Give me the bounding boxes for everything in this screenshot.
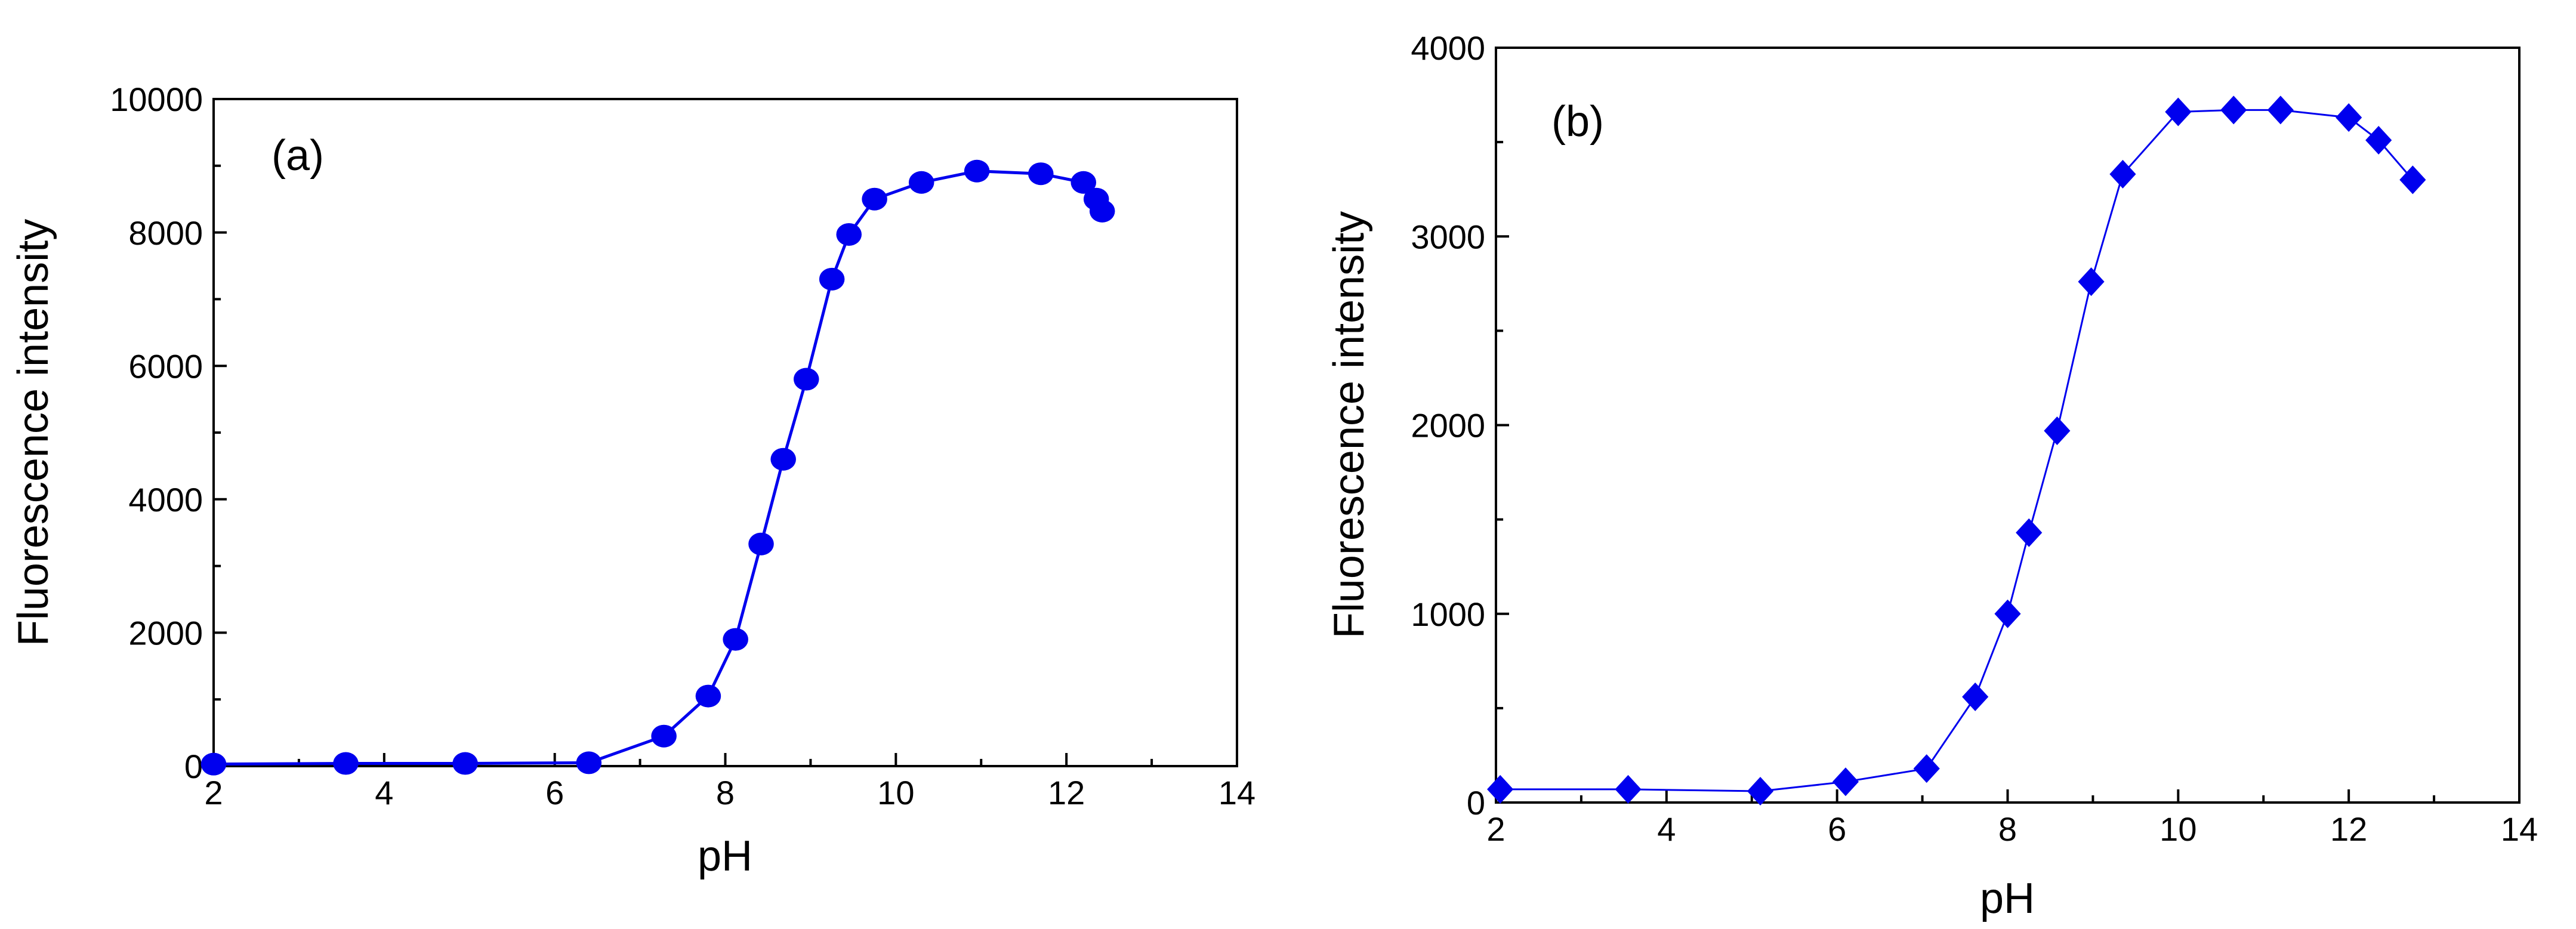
- panel-b-x-axis-title: pH: [1980, 875, 2035, 922]
- panel-a-data-point: [1070, 171, 1097, 194]
- panel-b-data-point: [2365, 125, 2392, 155]
- panel-b-x-tick-label: 10: [2159, 810, 2196, 848]
- panel-b-data-point: [2044, 416, 2071, 445]
- panel-b-x-tick-label: 12: [2330, 810, 2367, 848]
- panel-a-tick-labels: 2 4 6 8 10 12 14 0 2000 4000 6000 8000 10000: [110, 81, 1255, 811]
- panel-a-data-point: [723, 628, 748, 651]
- panel-a-data-point: [333, 752, 359, 775]
- panel-b-x-tick-label: 14: [2501, 810, 2538, 848]
- panel-b-x-tick-label: 2: [1486, 810, 1505, 848]
- panel-b-data-point: [1994, 599, 2021, 628]
- panel-a-x-tick-label: 10: [877, 774, 914, 811]
- panel-a-x-tick-label: 2: [204, 774, 223, 811]
- panel-a-label: (a): [272, 132, 324, 180]
- panel-b-x-tick-label: 6: [1828, 810, 1846, 848]
- panel-b-data-point: [1913, 754, 1940, 783]
- panel-a-data-point: [964, 159, 990, 183]
- panel-b-y-tick-label: 4000: [1411, 29, 1485, 67]
- panel-b-y-axis-title: Fluorescence intensity: [1325, 211, 1373, 638]
- panel-a-x-tick-label: 4: [375, 774, 393, 811]
- panel-b-markers: [1487, 95, 2426, 806]
- panel-a-markers: [200, 159, 1115, 776]
- panel-b-data-point: [2016, 518, 2043, 547]
- panel-b-y-tick-label: 2000: [1411, 407, 1485, 445]
- panel-a-data-point: [836, 223, 862, 246]
- panel-b-tick-labels: 2 4 6 8 10 12 14 0 1000 2000 3000 4000: [1411, 29, 2538, 848]
- panel-a-data-point: [452, 752, 478, 775]
- panel-b-data-point: [2336, 103, 2362, 132]
- panel-a-data-point: [1089, 199, 1115, 223]
- panel-a-y-tick-label: 8000: [128, 214, 203, 252]
- panel-a-y-tick-label: 6000: [128, 347, 203, 385]
- panel-a-y-tick-label: 0: [184, 748, 203, 785]
- panel-a-data-point: [200, 752, 227, 776]
- panel-b-x-tick-label: 8: [1998, 810, 2017, 848]
- panel-a-x-tick-label: 8: [716, 774, 735, 811]
- panel-b-data-point: [2267, 95, 2294, 125]
- panel-b-data-point: [2109, 159, 2136, 189]
- panel-a-y-axis-title: Fluorescence intensity: [10, 219, 57, 646]
- panel-b-x-tick-label: 4: [1657, 810, 1676, 848]
- panel-a-data-point: [908, 171, 934, 194]
- panel-a-x-tick-label: 14: [1218, 774, 1255, 811]
- panel-a-x-tick-label: 6: [545, 774, 564, 811]
- panel-a-data-point: [576, 751, 602, 774]
- panel-a-x-axis-title: pH: [698, 832, 752, 880]
- panel-b-data-point: [1487, 774, 1514, 804]
- panel-b-y-tick-label: 0: [1467, 784, 1485, 822]
- panel-a-data-point: [819, 267, 845, 291]
- panel-b-data-point: [2078, 267, 2105, 297]
- panel-a-data-point: [695, 684, 721, 708]
- panel-a-y-tick-label: 10000: [110, 81, 203, 118]
- panel-b-data-point: [1962, 682, 1989, 711]
- panel-a-data-point: [748, 532, 774, 555]
- panel-b-data-point: [1615, 774, 1642, 804]
- panel-a-x-tick-label: 12: [1048, 774, 1085, 811]
- panel-a-y-tick-label: 2000: [128, 615, 203, 652]
- panel-b-y-tick-label: 1000: [1411, 595, 1485, 633]
- panel-b-data-point: [2220, 95, 2247, 125]
- panel-b-chart: 2 4 6 8 10 12 14 0 1000 2000 3000 4000 (b) pH Fluor…: [1325, 29, 2538, 922]
- panel-a-data-point: [862, 187, 887, 211]
- panel-b-data-point: [2165, 97, 2192, 126]
- panel-b-data-point: [1747, 777, 1774, 806]
- panel-a-y-tick-label: 4000: [128, 481, 203, 518]
- panel-b-data-point: [1832, 767, 1859, 797]
- panel-a-data-point: [1028, 162, 1054, 186]
- panel-b-label: (b): [1551, 98, 1604, 146]
- panel-a-data-point: [793, 368, 819, 391]
- panel-a-data-point: [651, 724, 677, 748]
- panel-b-y-tick-label: 3000: [1411, 218, 1485, 255]
- panel-b-data-point: [2399, 165, 2426, 195]
- panel-a-data-point: [770, 447, 796, 471]
